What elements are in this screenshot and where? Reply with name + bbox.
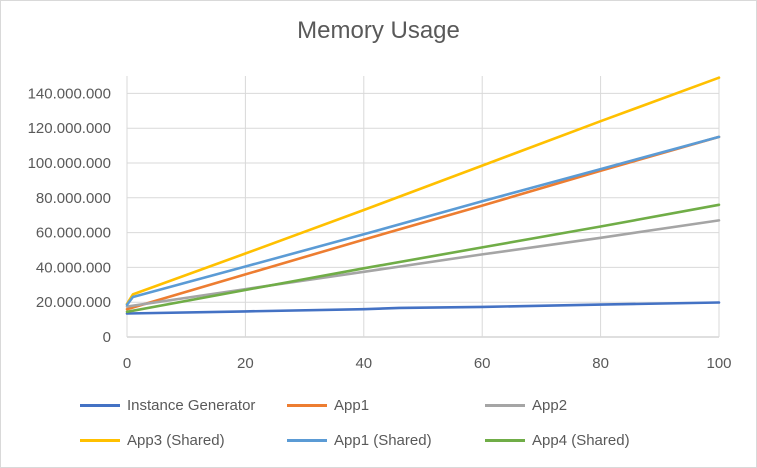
- y-axis-tick-labels: 0 20.000.000 40.000.000 60.000.000 80.000.00…: [28, 85, 111, 346]
- legend-item: Instance Generator: [80, 395, 255, 415]
- legend-label: App1 (Shared): [334, 431, 432, 449]
- y-tick-label: 140.000.000: [28, 85, 111, 102]
- y-tick-label: 60.000.000: [36, 225, 111, 242]
- legend-swatch: [287, 403, 327, 407]
- y-tick-label: 0: [103, 329, 111, 346]
- y-tick-label: 120.000.000: [28, 120, 111, 137]
- series-line-1: [125, 135, 721, 311]
- x-tick-label: 100: [706, 355, 731, 372]
- legend-item: App1 (Shared): [287, 430, 432, 450]
- series-line-5: [125, 203, 721, 314]
- legend-swatch: [287, 438, 327, 442]
- gridlines: [126, 76, 720, 338]
- legend-item: App3 (Shared): [80, 430, 225, 450]
- y-tick-label: 100.000.000: [28, 155, 111, 172]
- legend-swatch: [485, 403, 525, 407]
- x-tick-label: 60: [474, 355, 491, 372]
- legend: Instance Generator App1 App2 App3 (Shared) A…: [80, 390, 720, 456]
- legend-item: App2: [485, 395, 567, 415]
- legend-swatch: [80, 438, 120, 442]
- x-tick-label: 0: [123, 355, 131, 372]
- legend-label: Instance Generator: [127, 396, 256, 414]
- series-line-4: [125, 135, 721, 307]
- legend-item: App4 (Shared): [485, 430, 630, 450]
- series-lines: [125, 76, 721, 315]
- legend-label: App2: [532, 396, 568, 414]
- x-axis-tick-labels: 0 20 40 60 80 100: [123, 355, 732, 372]
- x-tick-label: 80: [592, 355, 609, 372]
- y-tick-label: 80.000.000: [36, 190, 111, 207]
- legend-label: App1: [334, 396, 370, 414]
- series-line-2: [125, 219, 721, 308]
- legend-item: App1: [287, 395, 369, 415]
- y-tick-label: 40.000.000: [36, 259, 111, 276]
- x-tick-label: 40: [355, 355, 372, 372]
- legend-label: App3 (Shared): [127, 431, 225, 449]
- x-tick-label: 20: [237, 355, 254, 372]
- series-line-3: [125, 76, 721, 306]
- chart-title: Memory Usage: [297, 17, 460, 44]
- legend-swatch: [485, 438, 525, 442]
- legend-label: App4 (Shared): [532, 431, 630, 449]
- legend-swatch: [80, 403, 120, 407]
- series-line-0: [125, 301, 721, 315]
- y-tick-label: 20.000.000: [36, 294, 111, 311]
